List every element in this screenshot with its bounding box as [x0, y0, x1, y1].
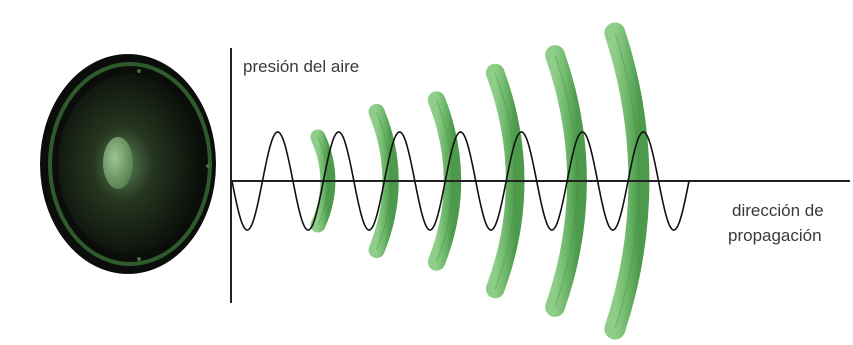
speaker-rim	[48, 62, 212, 266]
pressure-axis-label: presión del aire	[243, 57, 360, 76]
speaker-screw	[137, 257, 141, 261]
propagation-axis-label-line1: dirección de	[732, 201, 824, 220]
pressure-sine-wave	[231, 131, 690, 231]
speaker-dust-cap	[103, 137, 133, 189]
speaker-screw	[137, 69, 141, 73]
speaker-screw	[206, 164, 210, 168]
propagation-axis-label-line2: propagación	[728, 226, 822, 245]
loudspeaker-icon	[40, 54, 216, 274]
